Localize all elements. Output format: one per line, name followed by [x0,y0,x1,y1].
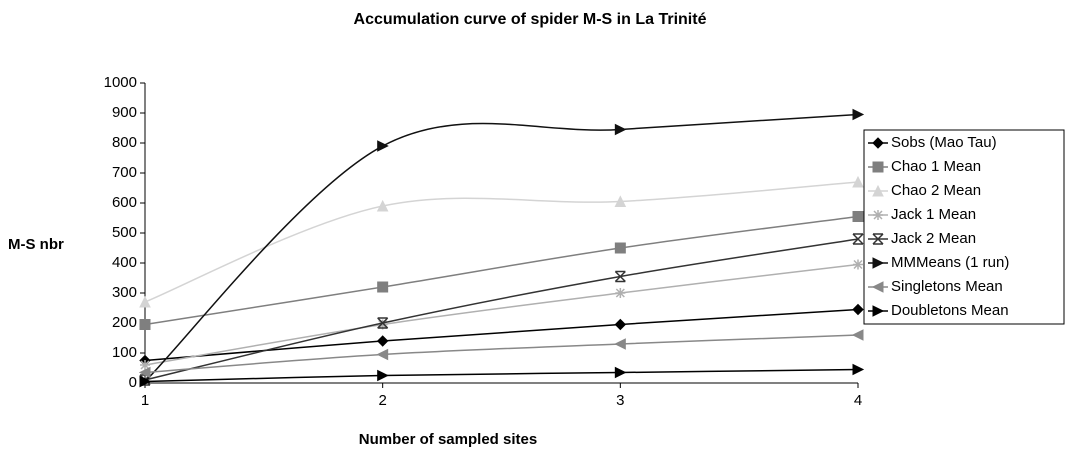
marker [872,137,884,149]
marker [615,288,626,298]
marker [377,281,389,293]
marker [872,257,885,269]
x-tick-label: 3 [616,392,624,409]
marker [614,242,626,254]
marker [851,329,864,341]
series-line [144,215,859,326]
x-axis-title: Number of sampled sites [359,431,537,448]
x-tick-label: 2 [378,392,386,409]
y-tick-label: 600 [112,194,137,211]
legend-label: Jack 2 Mean [891,230,976,247]
x-tick-label: 1 [141,392,149,409]
marker [614,338,626,350]
marker [138,366,151,379]
y-tick-label: 300 [112,284,137,301]
series-line [144,334,859,374]
legend-label: Chao 2 Mean [891,182,981,199]
marker [377,317,389,329]
y-tick-label: 500 [112,224,137,241]
series-line [144,368,859,383]
marker [614,195,627,207]
legend-label: Singletons Mean [891,278,1003,295]
y-tick-label: 700 [112,164,137,181]
marker [852,303,864,316]
y-tick-label: 400 [112,254,137,271]
y-tick-label: 200 [112,314,137,331]
marker [614,270,626,283]
chart-title: Accumulation curve of spider M-S in La T… [354,11,707,28]
marker [872,184,884,197]
marker [852,175,864,188]
marker [852,108,865,121]
x-tick-label: 4 [854,392,862,409]
marker [872,233,884,245]
marker [376,348,389,361]
series-line [144,113,859,383]
y-tick-label: 1000 [104,74,137,91]
marker [852,211,864,222]
y-tick-label: 0 [129,374,137,391]
y-tick-label: 800 [112,134,137,151]
marker [871,281,884,293]
marker [377,369,389,382]
marker [873,210,883,220]
marker [376,199,389,212]
legend-label: Doubletons Mean [891,302,1009,319]
legend-label: Chao 1 Mean [891,158,981,175]
legend-label: MMMeans (1 run) [891,254,1009,271]
marker [872,305,885,317]
y-tick-label: 900 [112,104,137,121]
marker [614,123,627,136]
y-axis-title: M-S nbr [8,236,64,253]
marker [853,259,863,270]
marker [614,366,627,379]
marker [140,360,150,370]
marker [852,233,864,245]
marker [872,161,884,173]
marker [376,335,389,347]
marker [139,295,151,308]
marker [377,319,388,330]
legend-box [863,129,1065,325]
marker [139,319,151,330]
series-line [144,238,859,381]
series-line [144,263,859,366]
y-tick-label: 100 [112,344,137,361]
marker [377,140,389,152]
legend-label: Jack 1 Mean [891,206,976,223]
series-line [144,181,859,303]
legend-label: Sobs (Mao Tau) [891,134,997,151]
series-line [144,308,859,362]
marker [852,363,865,376]
marker [614,318,627,331]
marker [139,375,152,388]
